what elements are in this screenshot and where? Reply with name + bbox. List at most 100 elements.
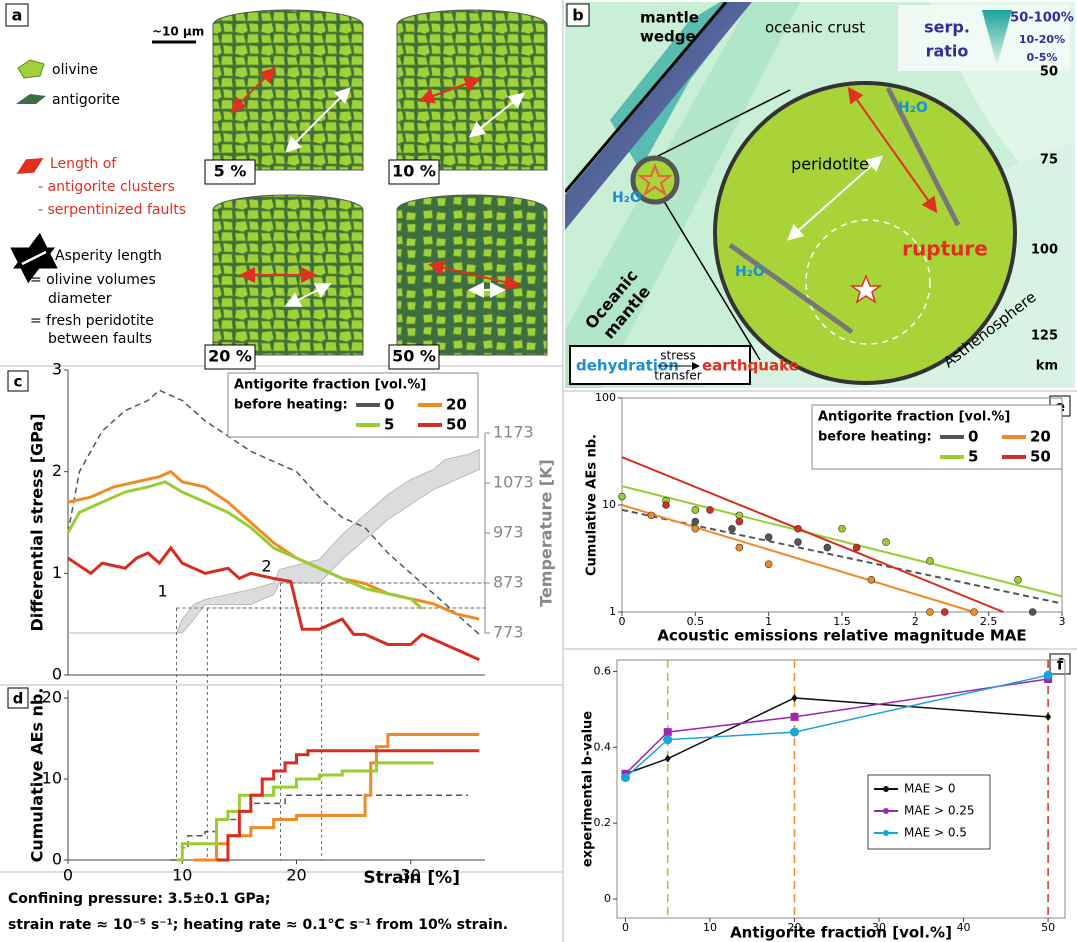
point: [853, 544, 860, 551]
point: [839, 525, 846, 532]
asperity-arrow-inner: [22, 252, 46, 264]
legend-label: MAE > 0.25: [904, 804, 975, 818]
y2-tick-label: 1173: [493, 423, 534, 442]
sample-cylinders: 5 %10 %20 %50 %: [205, 10, 547, 369]
label: rupture: [902, 237, 988, 261]
series-line: [625, 698, 1048, 774]
point: [663, 502, 670, 509]
x-tick-label: 10: [172, 866, 192, 885]
series-line: [217, 751, 480, 860]
legend-label: 20: [446, 396, 467, 414]
panel-letter: f: [1057, 656, 1064, 674]
h2o-label: H₂O: [612, 190, 642, 206]
legend-subtitle: before heating:: [234, 398, 348, 413]
serp-label: serp.: [924, 18, 970, 37]
series-line: [625, 679, 1048, 774]
figure: a ~10 µm olivine antigorite Length of - …: [0, 0, 1077, 942]
point: [824, 544, 831, 551]
point: [692, 518, 699, 525]
legend-marker: [883, 808, 889, 814]
y-tick-label: 0.4: [594, 740, 612, 753]
point: [765, 561, 772, 568]
legend-label: MAE > 0: [904, 782, 955, 796]
cylinder: [213, 10, 363, 170]
point: [707, 506, 714, 513]
y2-tick-label: 773: [493, 623, 524, 642]
point: [971, 609, 978, 616]
fit-line: [622, 486, 1062, 596]
flow-text: earthquake: [702, 357, 799, 375]
label: mantle: [640, 9, 699, 27]
depth-unit: km: [1036, 359, 1058, 374]
panel-letter: c: [14, 373, 23, 391]
point: [619, 493, 626, 500]
point: [1015, 576, 1022, 583]
x-tick-label: 10: [703, 921, 717, 934]
x-axis-label: Antigorite fraction [vol.%]: [730, 924, 952, 942]
fit-line: [622, 505, 974, 612]
h2o-label: H₂O: [735, 264, 765, 280]
sample-label: 20 %: [208, 347, 252, 366]
legend-label: 50: [1030, 448, 1051, 466]
length-arrow: [20, 160, 40, 172]
y-tick-label: 2: [52, 461, 62, 480]
legend-label: 0: [968, 428, 978, 446]
point: [941, 609, 948, 616]
legend-label: 5: [968, 448, 978, 466]
note: - serpentinized faults: [38, 202, 186, 218]
legend-label: antigorite: [52, 92, 120, 108]
point: [927, 609, 934, 616]
legend-marker: [883, 830, 889, 836]
series-line: [194, 735, 480, 860]
fit-line: [622, 457, 1003, 612]
x-tick-label: 20: [286, 866, 306, 885]
fit-line: [622, 510, 1062, 604]
flow-text: transfer: [654, 369, 701, 383]
scale-label: ~10 µm: [152, 25, 204, 39]
marker: [1045, 713, 1051, 721]
note: = olivine volumes: [30, 272, 156, 288]
note: Asperity length: [55, 248, 162, 264]
y-tick-label: 0: [52, 850, 62, 869]
legend-label: 20: [1030, 428, 1051, 446]
sample-label: 5 %: [214, 162, 247, 181]
legend-label: MAE > 0.5: [904, 826, 967, 840]
depth-tick: 100: [1031, 243, 1058, 258]
y-tick-label: 1: [52, 563, 62, 582]
x-axis-label: Strain [%]: [363, 868, 460, 888]
label: oceanic crust: [765, 19, 865, 37]
guide-line: [280, 583, 485, 860]
point: [883, 539, 890, 546]
note: Length of: [50, 156, 117, 172]
charts: c0123Differential stress [GPa]7738739731…: [8, 360, 1070, 942]
depth-tick: 50: [1040, 65, 1058, 80]
y-axis-label: experimental b-value: [581, 711, 596, 867]
series-line: [68, 482, 422, 609]
annotation: 2: [261, 557, 271, 576]
marker: [792, 694, 798, 702]
point: [729, 525, 736, 532]
serp-label: ratio: [926, 42, 969, 61]
marker: [791, 713, 799, 721]
note: diameter: [48, 291, 112, 307]
h2o-label: H₂O: [898, 100, 928, 116]
marker: [665, 755, 671, 763]
point: [736, 518, 743, 525]
point: [795, 539, 802, 546]
y-tick-label: 3: [52, 360, 62, 379]
panel-b: b mantle wedge oceanic crust serp. ratio…: [565, 2, 1077, 390]
y-axis-label: Differential stress [GPa]: [28, 413, 47, 631]
plot-frame: [617, 660, 1065, 918]
depth-tick: 75: [1040, 153, 1058, 168]
x-tick-label: 3: [1059, 615, 1066, 628]
note: - antigorite clusters: [38, 179, 175, 195]
y-tick-label: 0: [604, 892, 611, 905]
serp-level: 10-20%: [1019, 33, 1065, 46]
panel-a: a ~10 µm olivine antigorite Length of - …: [6, 4, 547, 369]
y-tick-label: 10: [602, 498, 616, 511]
sample-label: 10 %: [392, 162, 436, 181]
annotation: 1: [157, 582, 167, 601]
y-axis-label: Cumulative AEs nb.: [585, 434, 600, 576]
note: = fresh peridotite: [30, 313, 154, 329]
point: [736, 544, 743, 551]
